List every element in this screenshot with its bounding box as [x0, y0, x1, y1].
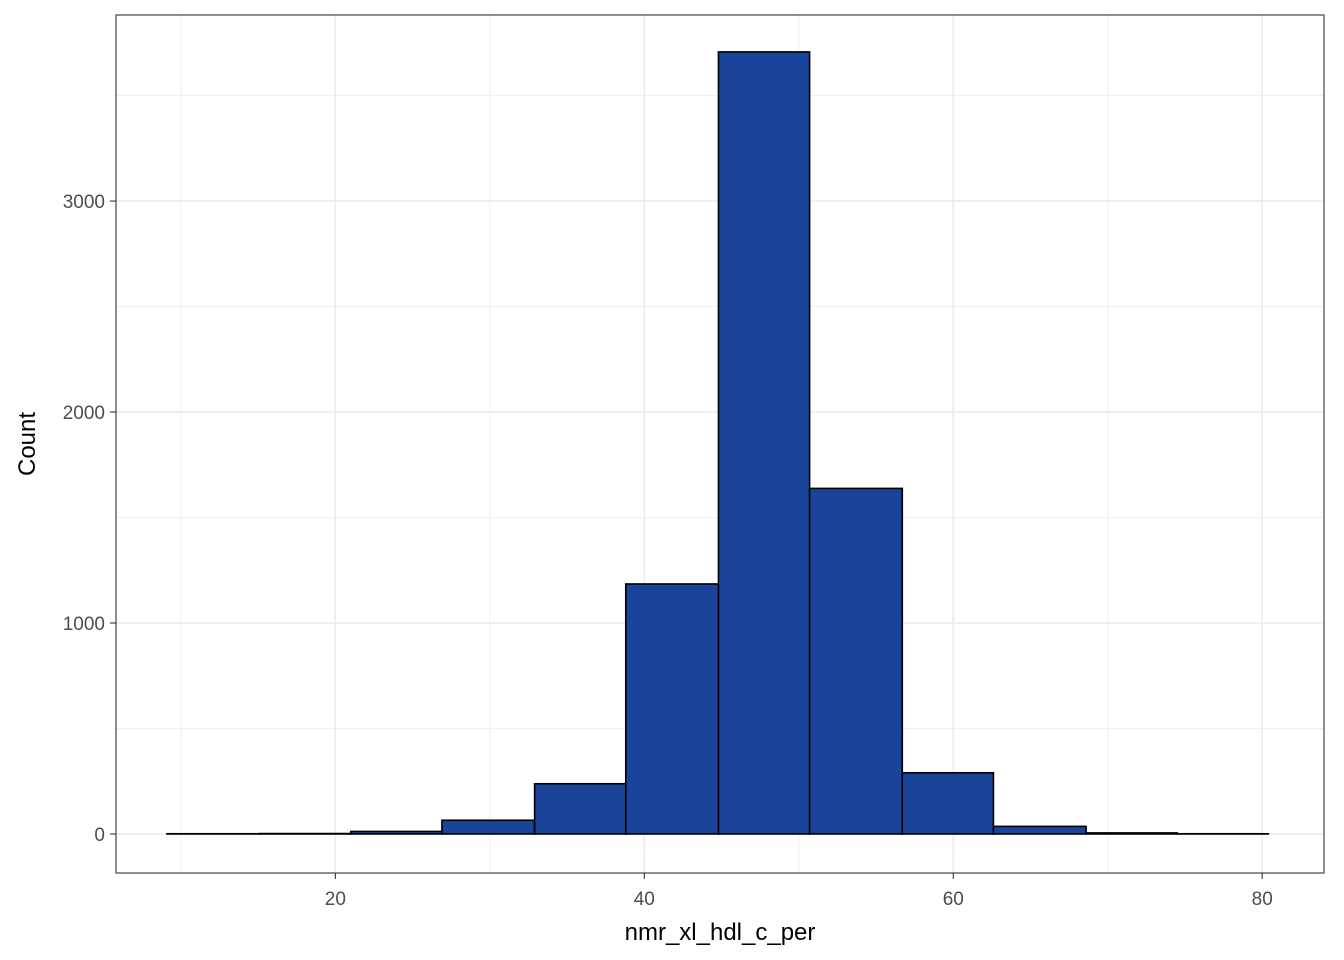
histogram-bar: [992, 825, 1087, 835]
plot-panel-border: [115, 14, 1325, 874]
histogram-bar: [350, 830, 443, 835]
histogram-bar: [533, 782, 627, 835]
x-axis-title: nmr_xl_hdl_c_per: [625, 919, 816, 946]
x-tick-label: 40: [634, 889, 655, 910]
x-tick-label: 60: [943, 889, 964, 910]
y-axis-title: Count: [14, 412, 41, 476]
histogram-bar: [808, 487, 904, 835]
histogram-bar: [1085, 832, 1179, 835]
y-tick-label: 3000: [63, 192, 105, 213]
axis-ticks: [110, 200, 1263, 879]
y-tick-label: 2000: [63, 403, 105, 424]
histogram-bar: [901, 771, 995, 835]
x-axis-tick-labels: 20 40 60 80: [325, 889, 1273, 910]
y-tick-label: 1000: [63, 614, 105, 635]
x-tick-label: 20: [325, 889, 346, 910]
y-axis-tick-labels: 0 1000 2000 3000: [63, 192, 105, 846]
histogram-bar: [717, 51, 811, 835]
histogram-bars: [166, 51, 1270, 835]
y-tick-label: 0: [94, 825, 105, 846]
x-tick-label: 80: [1252, 889, 1273, 910]
histogram-bar: [624, 583, 720, 835]
histogram-bar: [441, 819, 536, 835]
